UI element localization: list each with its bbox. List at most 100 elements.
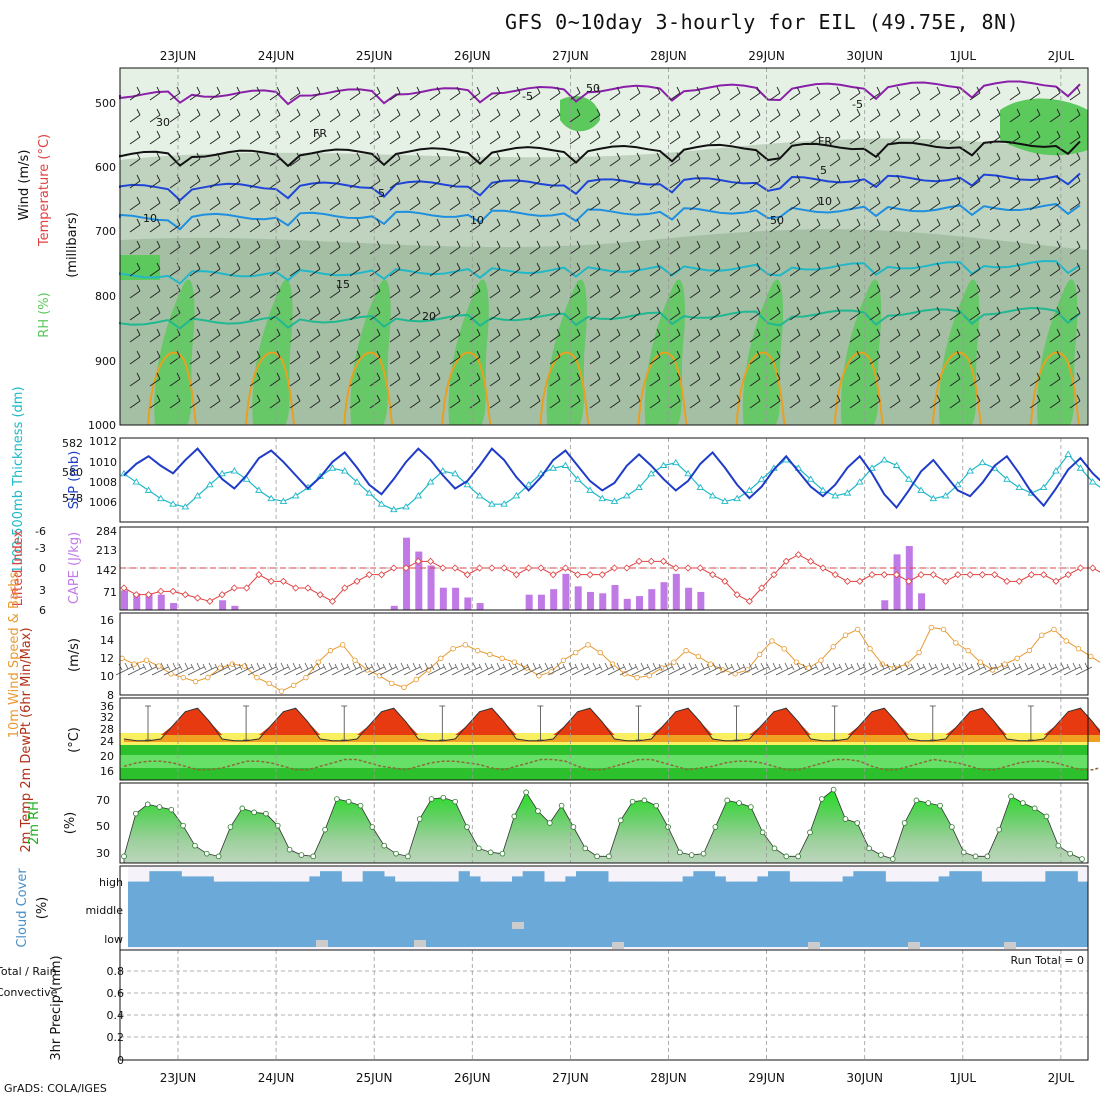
cloud-high-bar	[874, 871, 886, 892]
wind-barb	[689, 284, 701, 299]
wind-barb	[209, 262, 221, 277]
wind-barb-10m	[871, 662, 889, 676]
thickness-point	[929, 494, 938, 502]
date-label-top: 24JUN	[258, 49, 295, 63]
wind-barb	[769, 350, 781, 365]
cloud-low-bar	[832, 919, 844, 947]
wind-barb	[469, 152, 481, 167]
wind-barb-10m	[799, 662, 817, 676]
wind-barb	[529, 86, 541, 101]
wind-barb	[509, 394, 521, 409]
wind-barb	[789, 174, 801, 189]
contour-label: -5	[522, 90, 533, 103]
cloud-low-bar	[138, 919, 150, 947]
cape-bar	[648, 589, 656, 610]
lifted-index-point	[782, 557, 790, 565]
contour-label: FR	[818, 135, 832, 148]
wind-barb	[749, 218, 761, 233]
cloud-middle-bar	[405, 892, 417, 919]
cloud-high-bar	[362, 871, 374, 892]
cloud-low-bar	[938, 919, 950, 947]
wind-speed-point	[131, 661, 137, 667]
wind-barb	[709, 372, 721, 387]
wind-barb	[389, 130, 401, 145]
wind-speed-point	[646, 673, 652, 679]
thickness-point	[463, 480, 472, 488]
wind-barb	[529, 108, 541, 123]
wind-barb	[889, 130, 901, 145]
wind-barb	[269, 240, 281, 255]
wind-barb	[369, 240, 381, 255]
cloud-high-bar	[938, 876, 950, 892]
wind-barb	[369, 196, 381, 211]
wind-barb	[949, 130, 961, 145]
wind-barb	[189, 196, 201, 211]
pressure-tick: 600	[95, 161, 116, 174]
temp-tick: 16	[100, 765, 114, 778]
wind-barb-10m	[319, 662, 337, 676]
thickness-tick: 580	[62, 466, 83, 479]
thickness-point	[500, 500, 508, 507]
wind-barb-10m	[475, 662, 493, 676]
wind-barb	[309, 86, 321, 101]
wind-barb	[289, 152, 301, 167]
wind-barb	[729, 240, 741, 255]
wind-barb	[1009, 372, 1021, 387]
cloud-low-bar	[906, 919, 918, 947]
precip-tick: 0.6	[107, 987, 125, 1000]
cloud-high-bar	[352, 881, 364, 892]
wind-barb	[729, 306, 741, 321]
wind-barb	[329, 130, 341, 145]
wind-barb	[949, 108, 961, 123]
wind-barb	[689, 350, 701, 365]
wind-barb	[129, 130, 141, 145]
wind-barb	[929, 196, 941, 211]
wind-barb	[809, 240, 821, 255]
wind-barb	[1029, 240, 1041, 255]
wind-barb	[549, 218, 561, 233]
wind-barb	[429, 394, 441, 409]
wind-barb-10m	[379, 662, 397, 676]
wind-speed-point	[1075, 645, 1082, 652]
wind-barb	[1009, 394, 1021, 409]
wind-barb	[189, 372, 201, 387]
cloud-low-bar	[618, 919, 630, 947]
contour-label: -5	[852, 98, 863, 111]
lifted-index-point	[954, 571, 962, 579]
wind-barb	[809, 152, 821, 167]
cape-bar	[170, 603, 178, 610]
wind-barb	[389, 306, 401, 321]
wind-barb	[389, 284, 401, 299]
wind-speed-point	[1014, 655, 1020, 662]
wind-barb	[609, 284, 621, 299]
wind-barb	[189, 218, 201, 233]
wind-barb	[749, 152, 761, 167]
wind-speed-point	[1088, 653, 1094, 660]
cloud-low-bar	[608, 919, 620, 947]
lifted-index-point	[279, 577, 287, 585]
cloud-low-bar	[1045, 919, 1057, 947]
wind-barb	[489, 130, 501, 145]
wind-barb-10m	[1039, 662, 1057, 676]
wind-barb	[789, 218, 801, 233]
pressure-tick: 700	[95, 225, 116, 238]
wind-barb	[389, 86, 401, 101]
thickness-point	[941, 492, 950, 499]
wind-barb	[129, 240, 141, 255]
wind-barb	[529, 394, 541, 409]
cloud-low-bar	[821, 919, 833, 947]
wind-barb	[649, 240, 661, 255]
wind-barb	[729, 108, 741, 123]
wind-barb	[869, 350, 881, 365]
wind-speed-point	[855, 626, 861, 633]
wind-barb	[989, 262, 1001, 277]
cape-bar	[231, 605, 239, 610]
cloud-middle-bar	[245, 892, 257, 919]
cloud-low-bar	[746, 919, 758, 947]
cape-bar	[599, 593, 607, 610]
wind-speed-point	[401, 684, 407, 690]
wind-barb	[329, 240, 341, 255]
lifted-index-point	[843, 577, 852, 585]
lifted-index-point	[905, 577, 913, 585]
wind-barb	[329, 152, 341, 167]
